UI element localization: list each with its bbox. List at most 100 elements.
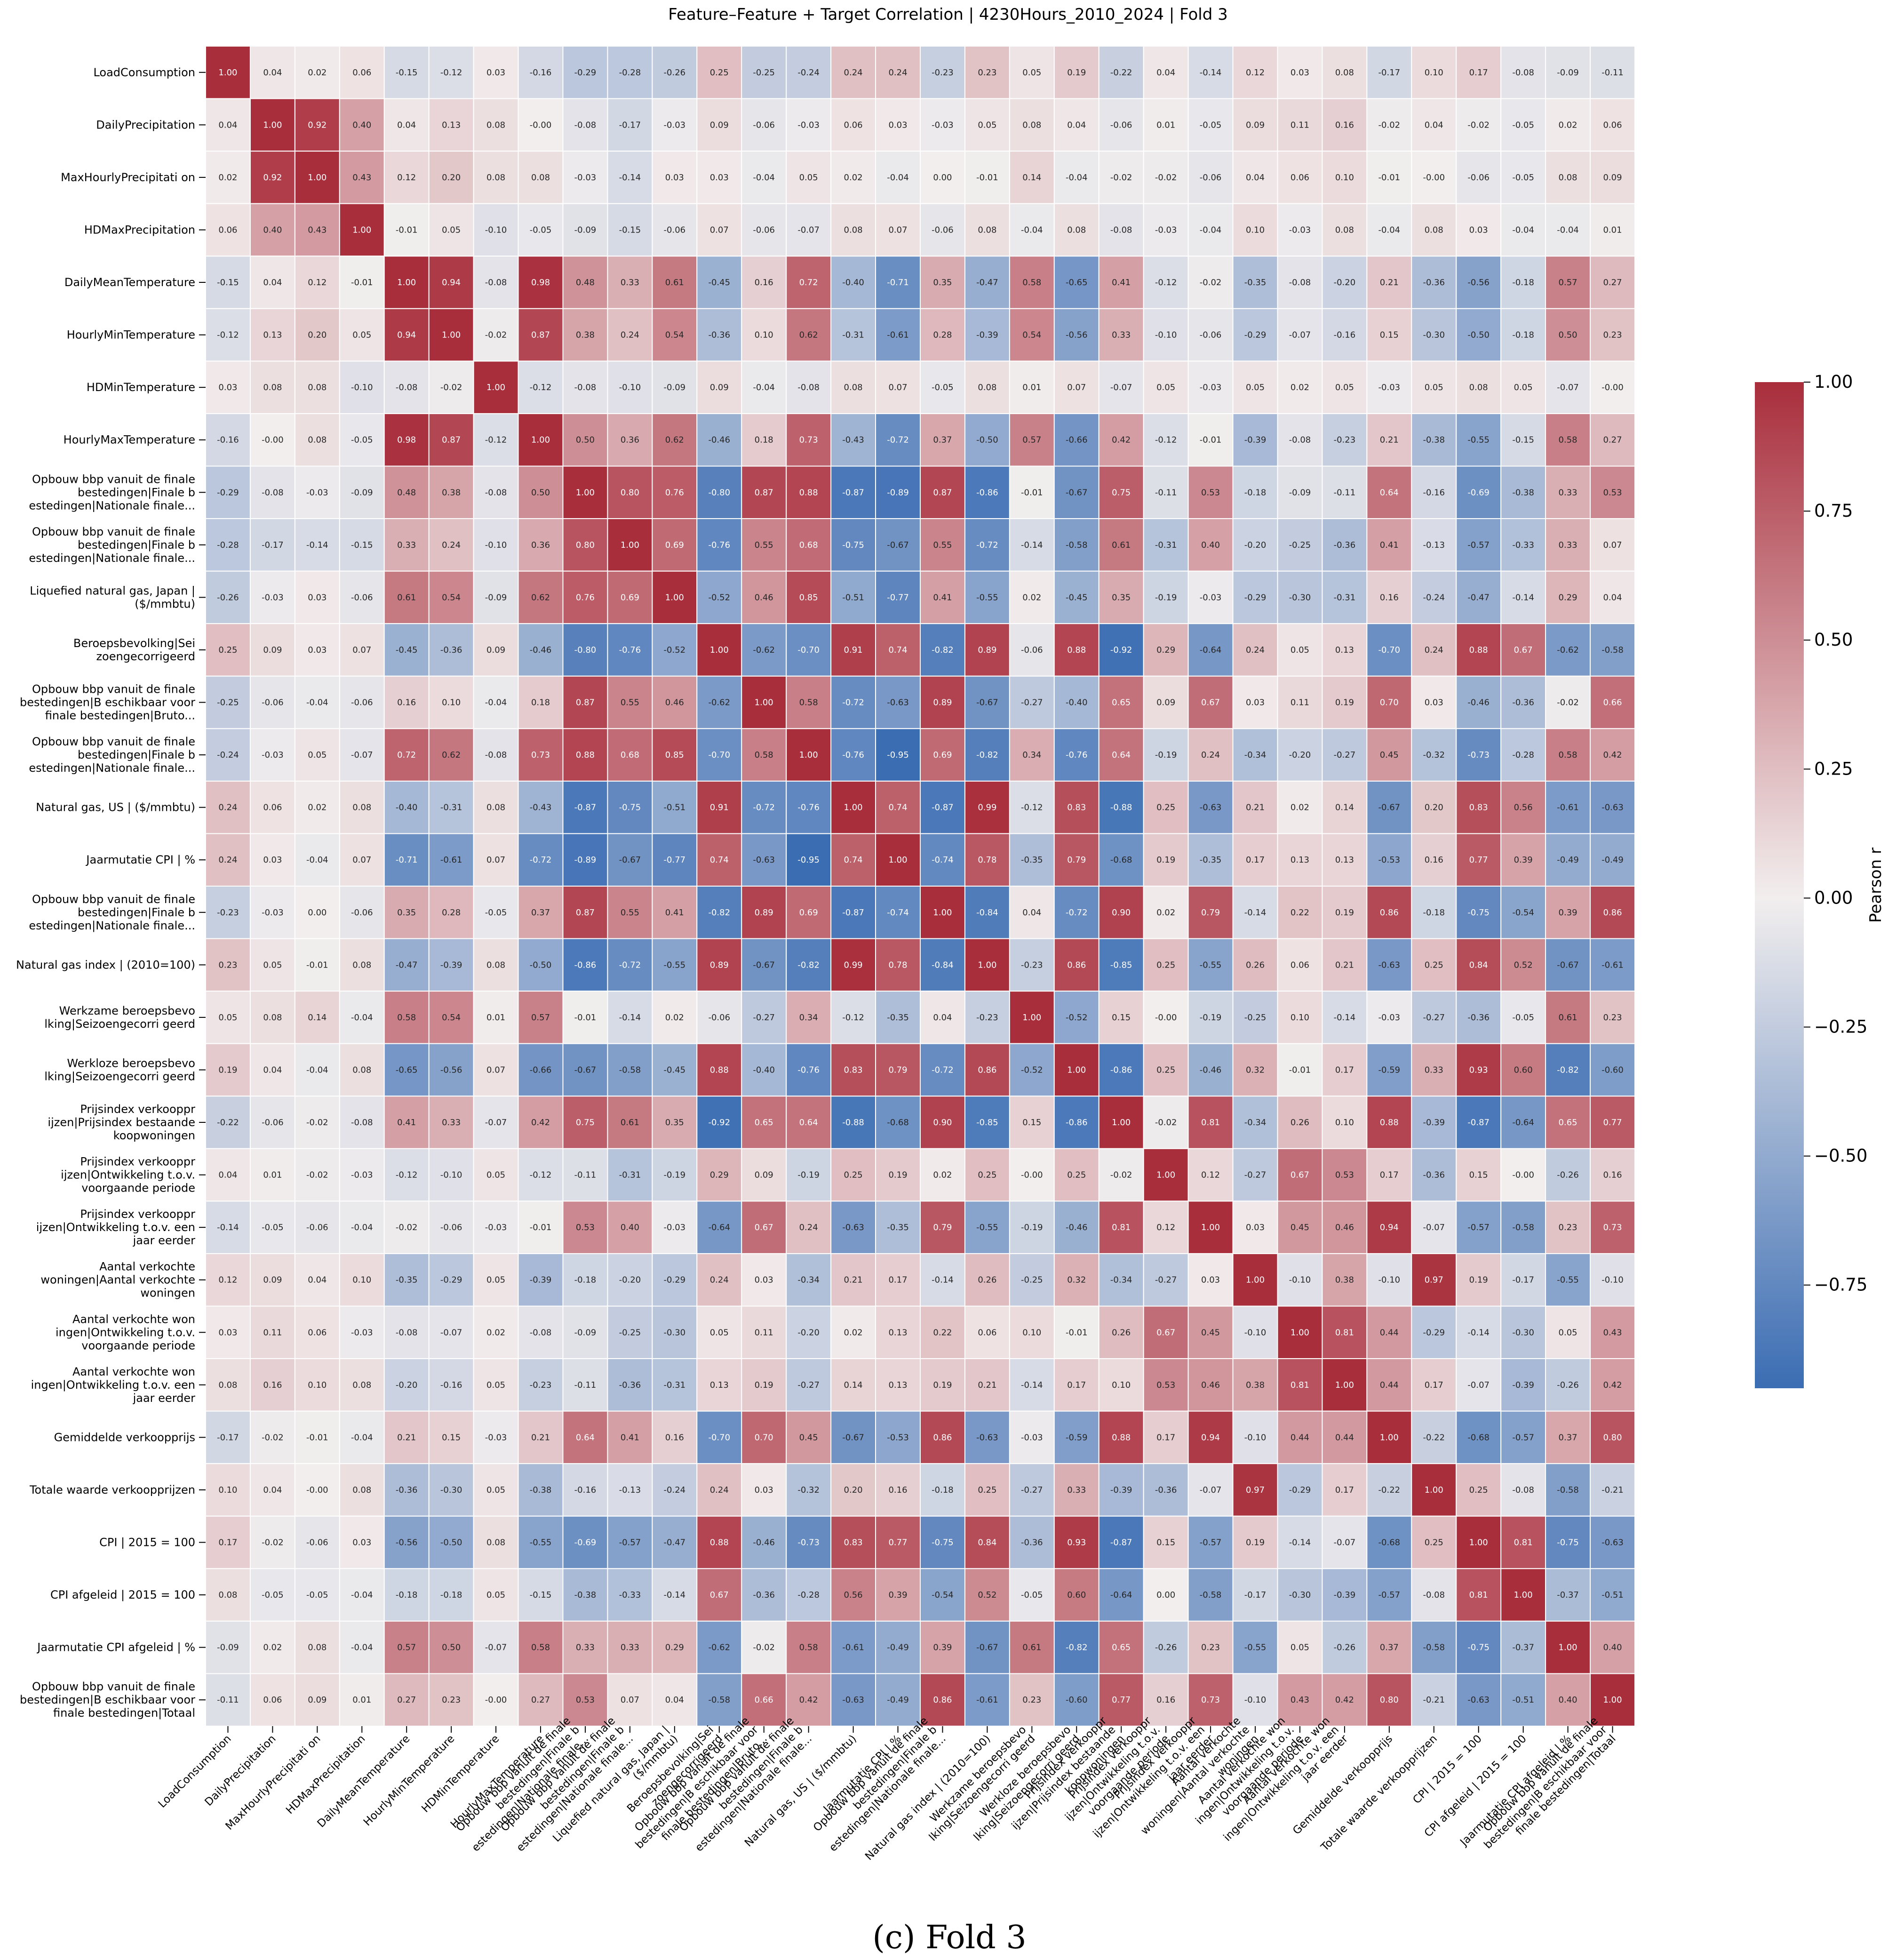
cell-value-label: -0.08 <box>1512 1485 1534 1495</box>
heatmap-cell <box>875 938 921 992</box>
cell-value-label: -0.12 <box>530 1170 552 1180</box>
heatmap-cell <box>830 1673 876 1727</box>
heatmap-cell <box>607 1043 653 1097</box>
cell-value-label: 0.17 <box>1469 68 1488 78</box>
cell-value-label: 0.24 <box>844 68 863 78</box>
cell-value-label: 0.61 <box>1022 1643 1041 1653</box>
heatmap-cell <box>339 1253 385 1307</box>
heatmap-cell <box>1009 256 1055 309</box>
heatmap-cell <box>249 1148 295 1202</box>
cell-value-label: 0.08 <box>1022 120 1041 130</box>
cell-value-label: 0.73 <box>799 435 818 445</box>
cell-value-label: -0.68 <box>1467 1432 1490 1442</box>
cell-value-label: -0.11 <box>1334 488 1356 497</box>
cell-value-label: -0.04 <box>1378 225 1401 235</box>
cell-value-label: 0.02 <box>1291 803 1309 813</box>
heatmap-cell <box>964 886 1010 939</box>
heatmap-cell <box>205 886 251 939</box>
cell-value-label: 0.42 <box>531 1118 550 1128</box>
cell-value-label: -0.36 <box>1021 1538 1043 1548</box>
cell-value-label: -0.72 <box>619 960 641 970</box>
heatmap-cell <box>1187 991 1234 1044</box>
heatmap-cell <box>1411 1410 1457 1464</box>
cell-value-label: -0.06 <box>1021 645 1043 655</box>
cell-value-label: 0.76 <box>665 488 684 497</box>
cell-value-label: -0.39 <box>530 1275 552 1285</box>
cell-value-label: -0.36 <box>1423 1170 1445 1180</box>
cell-value-label: 0.04 <box>308 1275 327 1285</box>
cell-value-label: 0.45 <box>799 1432 818 1442</box>
cell-value-label: 0.94 <box>1201 1432 1220 1442</box>
cell-value-label: 0.13 <box>710 1380 729 1390</box>
cell-value-label: -0.04 <box>306 1065 328 1075</box>
cell-value-label: 0.52 <box>978 1590 996 1600</box>
heatmap-cell <box>696 308 742 362</box>
heatmap-cell <box>1143 1410 1189 1464</box>
cell-value-label: -0.87 <box>842 908 864 918</box>
cell-value-label: 0.16 <box>397 698 416 708</box>
cell-value-label: 0.27 <box>397 1695 416 1705</box>
cell-value-label: -0.64 <box>1110 1590 1132 1600</box>
cell-value-label: -0.06 <box>753 120 775 130</box>
heatmap-cell <box>294 360 340 414</box>
heatmap-cell <box>607 46 653 99</box>
cell-value-label: 0.05 <box>486 1380 505 1390</box>
heatmap-cell <box>1143 1200 1189 1254</box>
heatmap-cell <box>964 360 1010 414</box>
cell-value-label: 0.35 <box>933 278 952 288</box>
column-label: DailyMeanTemperature <box>315 1733 413 1830</box>
cell-value-label: -0.63 <box>1378 960 1401 970</box>
heatmap-cell <box>1277 151 1323 204</box>
cell-value-label: -0.17 <box>1378 68 1401 78</box>
cell-value-label: -0.46 <box>1467 698 1490 708</box>
heatmap-cell <box>607 1253 653 1307</box>
heatmap-cell <box>920 886 965 939</box>
heatmap-cell <box>1500 1568 1546 1622</box>
cell-value-label: 0.15 <box>1380 330 1399 340</box>
cell-value-label: -0.08 <box>1289 435 1311 445</box>
cell-value-label: 0.13 <box>442 120 461 130</box>
heatmap-cell <box>607 1096 653 1149</box>
heatmap-cell <box>562 465 608 520</box>
heatmap-cell <box>1366 1148 1412 1202</box>
cell-value-label: -0.63 <box>1200 803 1222 813</box>
heatmap-cell <box>518 413 564 467</box>
cell-value-label: 0.70 <box>755 1432 773 1442</box>
cell-value-label: -0.12 <box>1155 278 1177 288</box>
heatmap-cell <box>518 1358 564 1412</box>
cell-value-label: -0.63 <box>842 1695 864 1705</box>
cell-value-label: 1.00 <box>1022 1013 1041 1023</box>
heatmap-cell <box>1053 1305 1099 1360</box>
heatmap-cell <box>383 675 430 729</box>
cell-value-label: 1.00 <box>978 960 996 970</box>
cell-value-label: -0.38 <box>574 1590 597 1600</box>
heatmap-cell <box>562 518 608 572</box>
heatmap-cell <box>1143 675 1189 729</box>
heatmap-cell <box>1411 1620 1457 1674</box>
heatmap-cell <box>1322 1096 1368 1149</box>
cell-value-label: 0.58 <box>397 1013 416 1023</box>
cell-value-label: 0.83 <box>844 1538 863 1548</box>
cell-value-label: -0.35 <box>1200 855 1222 865</box>
cell-value-label: -0.61 <box>976 1695 998 1705</box>
cell-value-label: -0.14 <box>1512 592 1534 602</box>
heatmap-cell <box>1277 780 1323 834</box>
cell-value-label: -0.52 <box>664 645 686 655</box>
cell-value-label: -0.27 <box>1155 1275 1177 1285</box>
heatmap-cell <box>1411 1305 1457 1360</box>
column-label-line: MaxHourlyPrecipitati on <box>223 1733 323 1832</box>
heatmap-cell <box>294 203 340 257</box>
cell-value-label: 0.23 <box>1559 1223 1577 1232</box>
cell-value-label: 0.23 <box>1022 1695 1041 1705</box>
cell-value-label: 0.88 <box>710 1065 729 1075</box>
heatmap-cell <box>786 1358 832 1412</box>
heatmap-cell <box>1322 203 1368 257</box>
heatmap-cell <box>1545 203 1591 257</box>
cell-value-label: 0.88 <box>576 750 595 760</box>
cell-value-label: -0.06 <box>1200 173 1222 183</box>
cell-value-label: -0.11 <box>1155 488 1177 497</box>
heatmap-cell <box>1456 465 1502 520</box>
heatmap-cell <box>1590 1515 1636 1569</box>
cell-value-label: -0.50 <box>530 960 552 970</box>
heatmap-cell <box>1411 256 1457 309</box>
